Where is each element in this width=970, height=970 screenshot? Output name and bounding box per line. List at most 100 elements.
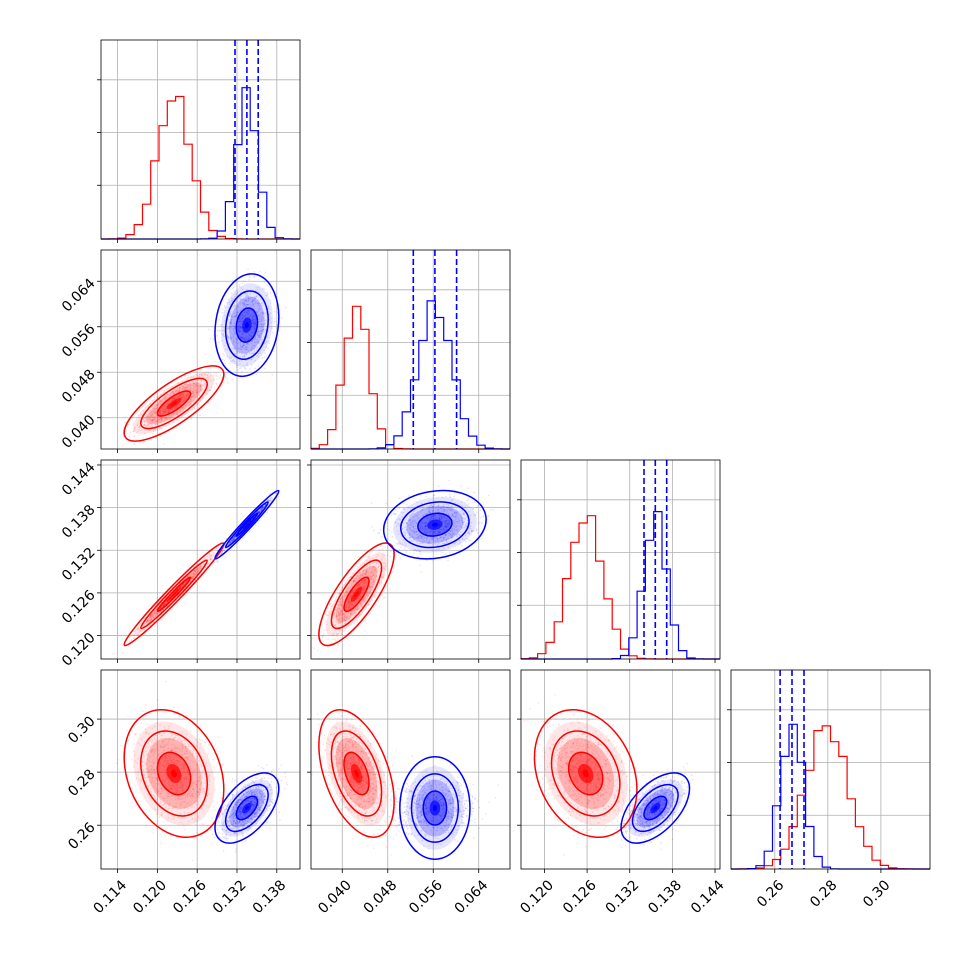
sample-point xyxy=(166,403,169,406)
sample-point xyxy=(259,304,262,307)
sample-point xyxy=(377,568,380,571)
sample-point xyxy=(365,584,368,586)
sample-point xyxy=(343,618,346,620)
sample-point xyxy=(260,507,263,510)
sample-point xyxy=(260,338,262,341)
sample-point xyxy=(243,355,245,357)
sample-point xyxy=(151,410,153,413)
sample-point xyxy=(249,305,252,308)
sample-point xyxy=(368,563,371,566)
sample-point xyxy=(162,395,165,398)
sample-point xyxy=(451,528,454,530)
sample-point xyxy=(144,404,146,406)
sample-point xyxy=(223,304,226,307)
sample-point xyxy=(449,496,452,499)
sample-point xyxy=(442,516,444,519)
sample-point xyxy=(184,408,186,410)
sample-point xyxy=(198,374,200,376)
sample-point xyxy=(339,598,342,601)
sample-point xyxy=(245,299,248,301)
sample-point xyxy=(420,528,422,530)
sample-point xyxy=(208,554,211,556)
sample-point xyxy=(250,336,253,338)
sample-point xyxy=(341,610,344,612)
sample-point xyxy=(255,318,257,320)
sample-point xyxy=(433,531,435,534)
sample-point xyxy=(430,504,432,507)
sample-point xyxy=(200,567,202,570)
sample-point xyxy=(159,409,161,412)
sample-point xyxy=(196,567,199,570)
sample-point xyxy=(439,519,442,521)
sample-point xyxy=(164,417,167,420)
sample-point xyxy=(448,524,451,526)
sample-point xyxy=(155,608,157,610)
sample-point xyxy=(365,570,367,573)
sample-point xyxy=(227,306,229,309)
sample-point xyxy=(242,344,244,346)
sample-point xyxy=(366,593,368,596)
sample-point xyxy=(259,511,261,513)
sample-point xyxy=(193,383,196,386)
sample-point xyxy=(183,387,185,389)
sample-point xyxy=(248,297,251,300)
sample-point xyxy=(338,619,340,622)
sample-point xyxy=(194,570,196,572)
sample-point xyxy=(199,385,202,387)
sample-point xyxy=(434,530,437,533)
sample-point xyxy=(348,594,351,597)
sample-point xyxy=(253,323,256,325)
sample-point xyxy=(336,637,339,640)
sample-point xyxy=(230,336,233,339)
sample-point xyxy=(355,577,357,579)
sample-point xyxy=(375,567,377,570)
sample-point xyxy=(164,601,166,604)
sample-point xyxy=(382,583,385,586)
sample-point xyxy=(364,578,367,581)
sample-point xyxy=(128,435,131,437)
sample-point xyxy=(466,523,468,526)
sample-point xyxy=(238,327,241,329)
sample-point xyxy=(426,531,428,534)
sample-point xyxy=(360,603,363,605)
sample-point xyxy=(252,322,254,324)
sample-point xyxy=(372,573,375,576)
sample-point xyxy=(163,412,165,415)
sample-point xyxy=(376,571,379,574)
sample-point xyxy=(207,390,209,393)
sample-point xyxy=(183,396,185,399)
sample-point xyxy=(180,396,183,399)
sample-point xyxy=(239,322,242,324)
sample-point xyxy=(236,300,238,302)
sample-point xyxy=(194,573,196,576)
sample-point xyxy=(195,391,197,393)
sample-point xyxy=(413,552,415,555)
sample-point xyxy=(356,605,359,607)
sample-point xyxy=(250,358,253,360)
sample-point xyxy=(171,390,174,393)
sample-point xyxy=(391,514,393,516)
sample-point xyxy=(201,384,203,386)
sample-point xyxy=(425,559,428,562)
sample-point xyxy=(250,291,252,294)
sample-point xyxy=(370,502,373,504)
sample-point xyxy=(203,558,205,560)
sample-point xyxy=(177,412,179,415)
sample-point xyxy=(207,375,210,378)
sample-point xyxy=(386,554,389,557)
sample-point xyxy=(155,420,157,422)
sample-point xyxy=(164,417,166,419)
sample-point xyxy=(252,338,254,341)
sample-point xyxy=(162,409,165,412)
sample-point xyxy=(191,392,194,395)
sample-point xyxy=(165,410,168,413)
sample-point xyxy=(395,525,398,528)
sample-point xyxy=(238,319,241,322)
sample-point xyxy=(155,420,158,422)
sample-point xyxy=(176,414,179,417)
sample-point xyxy=(356,584,359,586)
sample-point xyxy=(353,609,355,611)
sample-point xyxy=(195,572,198,575)
sample-point xyxy=(198,376,200,379)
sample-point xyxy=(186,387,188,390)
